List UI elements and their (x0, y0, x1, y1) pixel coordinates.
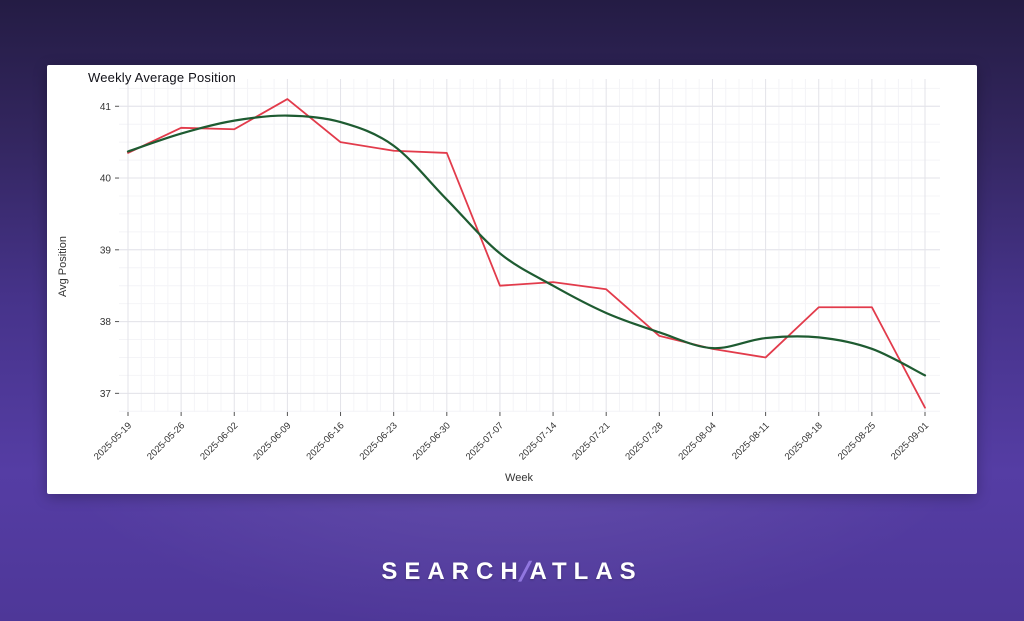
series-smoothed-trend-line (126, 114, 927, 377)
x-tick-label: 2025-06-23 (358, 420, 400, 462)
x-tick-label: 2025-08-11 (730, 420, 772, 462)
x-tick-label: 2025-07-28 (623, 420, 665, 462)
x-axis-ticks: 2025-05-19 2025-05-26 2025-06-02 2025-06-09… (92, 412, 931, 462)
y-tick-label: 38 (100, 317, 112, 328)
x-tick-label: 2025-06-09 (251, 420, 293, 462)
searchatlas-logo: SEARCH / ATLAS (381, 556, 642, 588)
x-axis-label: Week (505, 472, 533, 484)
logo-text-atlas: ATLAS (529, 558, 643, 585)
logo-text-search: SEARCH (381, 558, 525, 585)
chart-title: Weekly Average Position (88, 70, 236, 85)
x-tick-label: 2025-08-25 (836, 420, 878, 462)
chart-card: 2025-05-19 2025-05-26 2025-06-02 2025-06-09… (47, 65, 977, 494)
x-tick-label: 2025-07-14 (517, 420, 559, 462)
x-tick-label: 2025-08-18 (783, 420, 825, 462)
x-tick-label: 2025-06-30 (411, 420, 453, 462)
series-weekly-average-position-line (127, 98, 926, 409)
x-tick-label: 2025-06-02 (198, 420, 240, 462)
y-tick-label: 41 (100, 102, 112, 113)
series (126, 98, 927, 409)
weekly-average-position-chart: 2025-05-19 2025-05-26 2025-06-02 2025-06-09… (92, 79, 940, 462)
x-tick-label: 2025-07-21 (570, 420, 612, 462)
y-axis-label: Avg Position (57, 236, 69, 297)
x-tick-label: 2025-05-19 (92, 420, 134, 462)
minor-gridlines (119, 79, 940, 412)
x-tick-label: 2025-09-01 (889, 420, 931, 462)
x-tick-label: 2025-07-07 (464, 420, 506, 462)
y-tick-label: 37 (100, 389, 112, 400)
y-tick-label: 40 (100, 174, 112, 185)
x-tick-label: 2025-05-26 (145, 420, 187, 462)
major-gridlines (119, 79, 940, 412)
y-tick-label: 39 (100, 245, 112, 256)
x-tick-label: 2025-08-04 (676, 420, 718, 462)
x-tick-label: 2025-06-16 (305, 420, 347, 462)
y-axis-ticks: 37 38 39 40 41 (100, 102, 119, 400)
